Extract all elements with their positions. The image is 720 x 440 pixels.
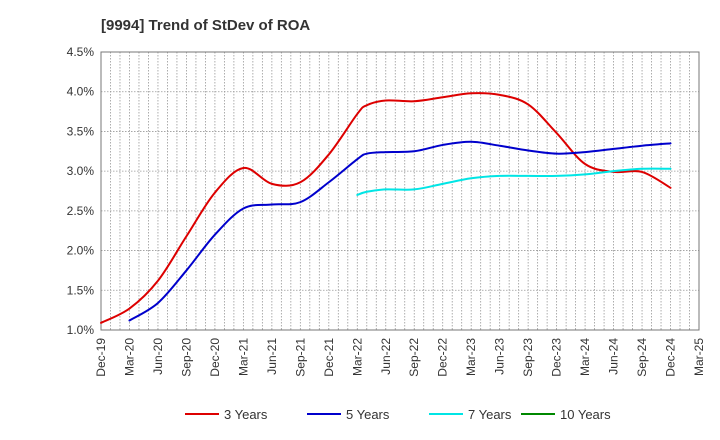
x-tick-label: Dec-20	[208, 338, 222, 377]
grid	[100, 51, 700, 331]
series-line-2	[128, 140, 672, 322]
x-tick-label: Dec-21	[322, 338, 336, 377]
y-tick-label: 3.5%	[67, 124, 95, 138]
x-tick-label: Mar-21	[236, 338, 250, 376]
x-tick-label: Jun-21	[265, 338, 279, 375]
legend-label: 5 Years	[346, 407, 390, 422]
x-tick-label: Mar-22	[350, 338, 364, 376]
axes: 1.0% 1.5% 2.0% 2.5% 3.0% 3.5% 4.0% 4.5% Dec-19 Ma…	[67, 45, 706, 377]
y-tick-label: 1.0%	[67, 323, 95, 337]
x-tick-label: Dec-24	[664, 338, 678, 377]
series-line-3	[356, 167, 672, 196]
x-tick-label: Dec-19	[94, 338, 108, 377]
x-tick-label: Mar-20	[122, 338, 136, 376]
x-tick-label: Jun-23	[493, 338, 507, 375]
series-line-1	[100, 92, 672, 324]
y-tick-label: 3.0%	[67, 164, 95, 178]
x-tick-label: Sep-24	[635, 338, 649, 377]
y-tick-label: 4.0%	[67, 85, 95, 99]
x-tick-label: Dec-22	[436, 338, 450, 377]
series-lines	[100, 92, 672, 324]
y-tick-label: 2.5%	[67, 204, 95, 218]
x-tick-label: Sep-22	[407, 338, 421, 377]
x-tick-label: Sep-20	[179, 338, 193, 377]
x-tick-label: Jun-24	[607, 338, 621, 375]
x-tick-label: Jun-20	[151, 338, 165, 375]
x-tick-label: Jun-22	[379, 338, 393, 375]
legend: 3 Years 5 Years 7 Years 10 Years	[185, 407, 611, 422]
x-tick-label: Mar-24	[578, 338, 592, 376]
chart-title: [9994] Trend of StDev of ROA	[101, 17, 310, 34]
x-tick-label: Mar-25	[692, 338, 706, 376]
legend-label: 10 Years	[560, 407, 611, 422]
x-tick-label: Sep-21	[293, 338, 307, 377]
legend-label: 7 Years	[468, 407, 512, 422]
x-tick-label: Sep-23	[521, 338, 535, 377]
x-tick-label: Dec-23	[550, 338, 564, 377]
y-tick-label: 4.5%	[67, 45, 95, 59]
legend-label: 3 Years	[224, 407, 268, 422]
x-tick-label: Mar-23	[464, 338, 478, 376]
y-tick-label: 1.5%	[67, 283, 95, 297]
plot-frame	[100, 51, 700, 331]
y-tick-label: 2.0%	[67, 244, 95, 258]
